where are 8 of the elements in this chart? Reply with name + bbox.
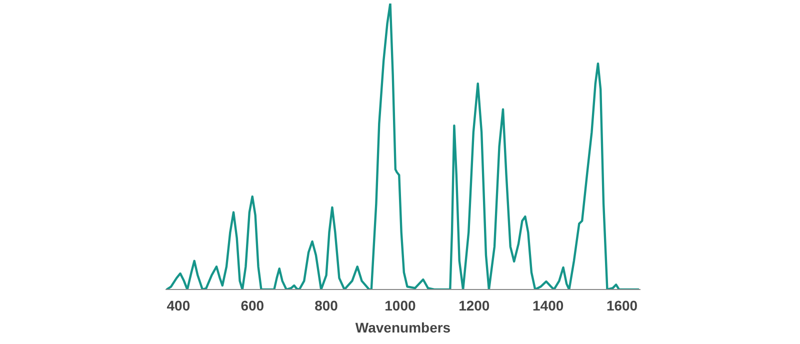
x-tick-label: 1400: [532, 298, 564, 314]
x-tick-label: 1200: [458, 298, 490, 314]
x-tick-label: 1000: [384, 298, 416, 314]
x-tick-label: 800: [314, 298, 338, 314]
x-tick-label: 400: [166, 298, 190, 314]
x-axis-title: Wavenumbers: [355, 320, 451, 336]
x-tick-label: 600: [240, 298, 264, 314]
x-tick-label: 1600: [606, 298, 638, 314]
